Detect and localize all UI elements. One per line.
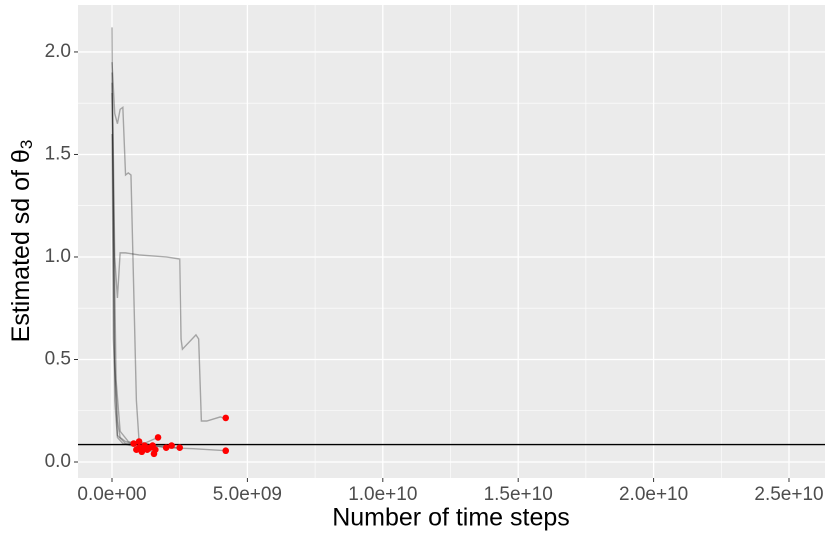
x-tick-label: 1.5e+10: [484, 484, 553, 505]
end-point: [135, 438, 143, 445]
series-line: [111, 72, 226, 422]
end-point: [162, 444, 170, 451]
x-tick-label: 0.0e+00: [77, 484, 146, 505]
end-point: [154, 434, 162, 441]
y-tick-label: 0.5: [45, 349, 71, 370]
end-point: [222, 414, 230, 422]
x-tick-label: 5.0e+09: [213, 484, 282, 505]
y-tick-label: 1.5: [45, 143, 71, 164]
y-tick-label: 1.0: [45, 246, 71, 267]
plot-panel: [78, 5, 825, 478]
y-tick-label: 2.0: [45, 41, 71, 62]
end-point: [222, 447, 230, 455]
y-axis-title: Estimated sd of θ3: [7, 140, 37, 343]
y-tick-label: 0.0: [45, 451, 71, 472]
y-axis-title-main: Estimated sd of θ: [7, 149, 35, 342]
x-tick-label: 2.0e+10: [619, 484, 688, 505]
end-point: [141, 445, 148, 452]
end-point: [176, 444, 184, 451]
x-tick-label: 2.5e+10: [754, 484, 823, 505]
y-axis-title-subscript: 3: [17, 140, 36, 149]
x-tick-label: 1.0e+10: [348, 484, 417, 505]
x-axis-title: Number of time steps: [332, 504, 570, 532]
end-point: [152, 446, 159, 454]
end-point: [168, 442, 175, 449]
end-point: [130, 440, 137, 447]
